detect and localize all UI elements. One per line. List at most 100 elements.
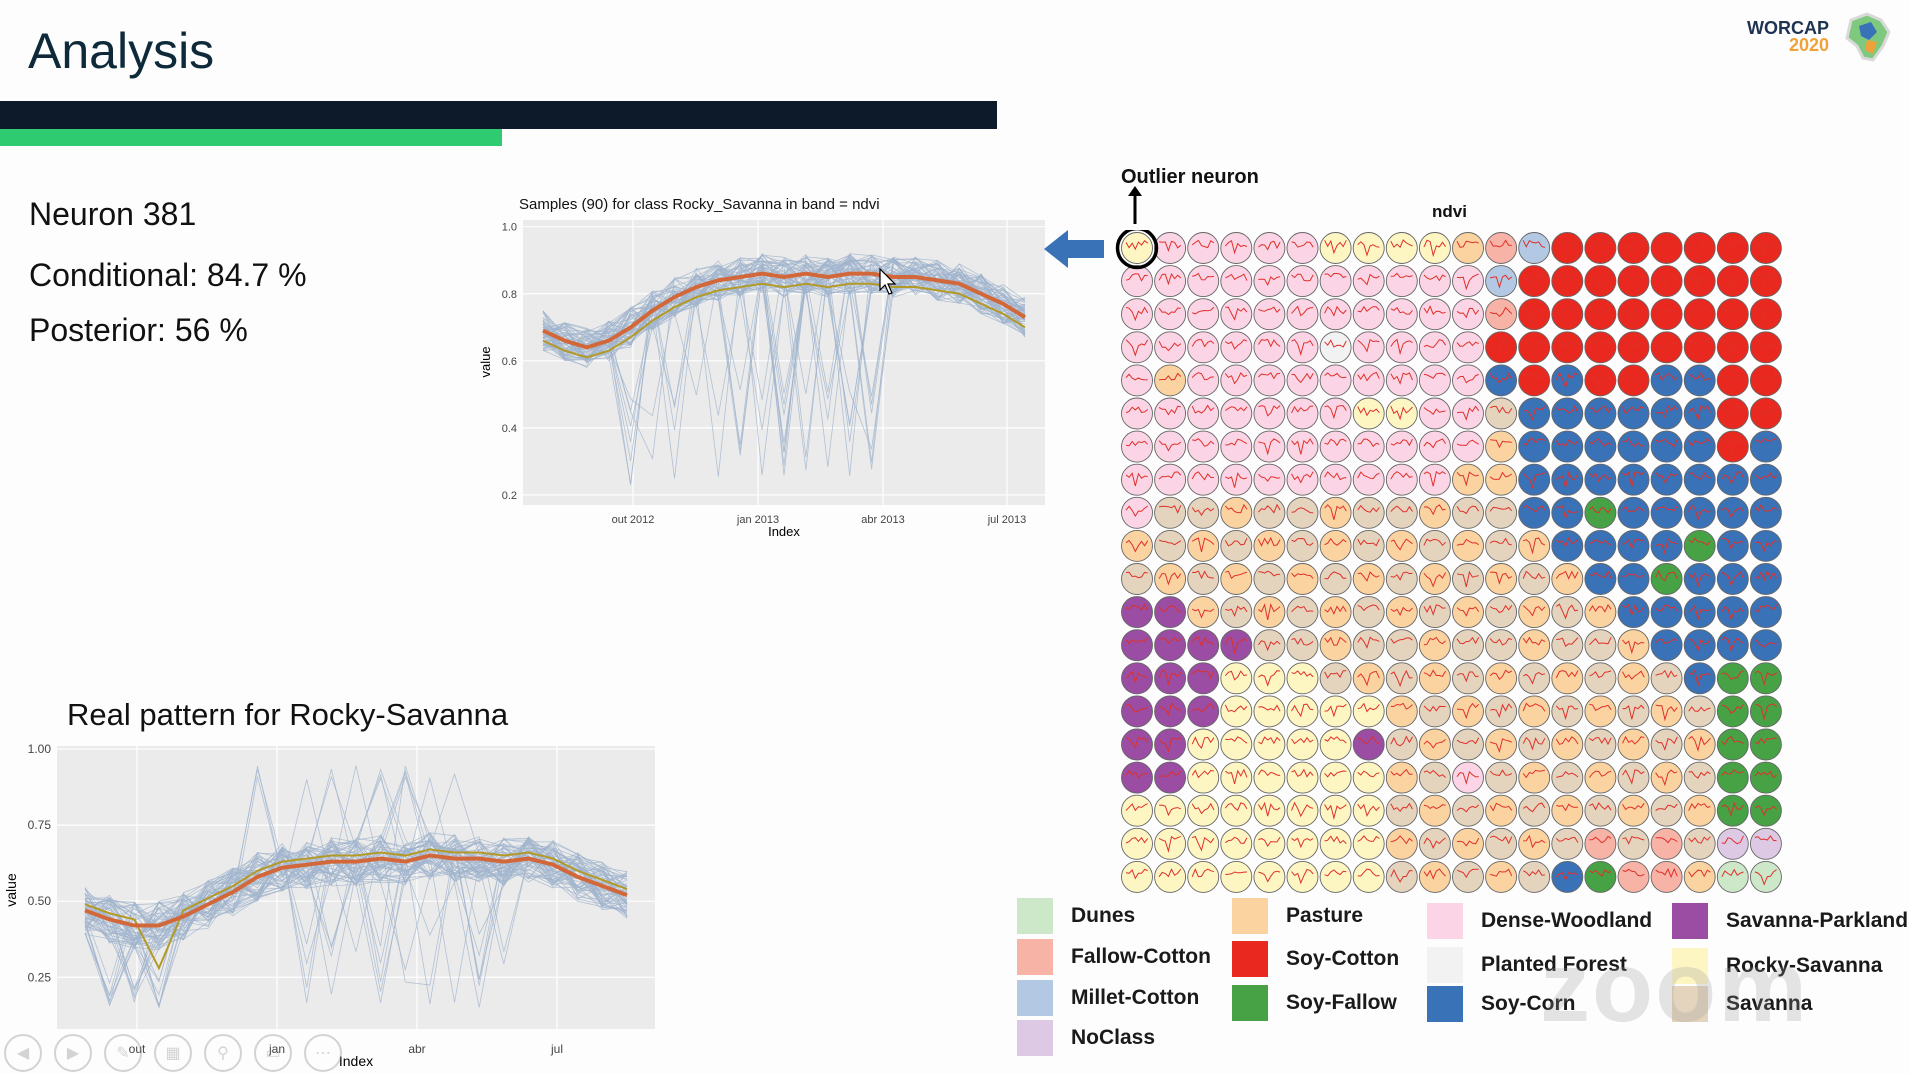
som-neuron-pattern [1257,339,1281,348]
som-neuron-pattern [1192,438,1215,447]
som-neuron [1385,232,1418,264]
som-neuron-pattern [1456,439,1479,446]
legend-item: Fallow-Cotton [1017,939,1211,975]
som-neuron [1584,397,1617,430]
som-neuron-pattern [1423,636,1446,646]
som-neuron [1154,331,1187,364]
sample-line [84,772,628,950]
som-neuron [1253,298,1286,331]
som-neuron [1716,563,1749,595]
som-neuron-pattern [1324,537,1347,546]
som-neuron-pattern [1390,637,1413,644]
som-neuron-pattern [1390,802,1413,812]
som-neuron-pattern [1589,736,1612,746]
som-neuron [1617,397,1650,430]
som-neuron-pattern [1622,735,1645,745]
sample-line [542,259,1026,477]
som-neuron-pattern [1324,571,1347,580]
som-neuron [1518,496,1551,529]
som-neuron [1584,662,1617,695]
som-neuron [1749,761,1782,794]
zoom-icon[interactable]: ⚲ [204,1034,242,1072]
som-neuron [1551,298,1584,331]
som-neuron [1286,232,1319,264]
som-neuron-pattern [1456,804,1480,813]
som-neuron-pattern [1522,372,1546,380]
x-tick-label: abr [408,1042,425,1056]
som-neuron [1220,430,1253,463]
som-neuron-pattern [1125,803,1148,812]
som-neuron [1187,563,1220,595]
som-neuron-pattern [1258,405,1281,417]
som-neuron [1617,563,1650,595]
som-neuron-pattern [1555,439,1579,447]
som-neuron-pattern [1622,373,1645,384]
som-neuron-pattern [1754,569,1778,582]
sample-line [542,255,1026,357]
som-neuron-pattern [1456,671,1479,683]
som-neuron-pattern [1225,306,1248,321]
legend-item: Millet-Cotton [1017,980,1199,1016]
som-neuron [1187,728,1220,761]
next-icon[interactable]: ▶ [54,1034,92,1072]
legend-label: NoClass [1071,1026,1156,1049]
som-neuron [1683,430,1716,463]
som-neuron-pattern [1224,704,1248,713]
som-neuron [1518,695,1551,728]
som-neuron-pattern [1225,472,1248,488]
slides-grid-icon[interactable]: ▦ [154,1034,192,1072]
som-neuron-pattern [1225,406,1248,412]
som-neuron-pattern [1357,636,1380,649]
som-neuron-pattern [1423,705,1446,712]
som-neuron-pattern [1357,406,1380,417]
som-neuron-pattern [1655,837,1678,844]
more-options-icon[interactable]: ⋯ [304,1034,342,1072]
som-neuron-pattern [1556,505,1579,520]
som-neuron-pattern [1390,438,1413,447]
previous-icon[interactable]: ◀ [4,1034,42,1072]
som-neuron [1584,232,1617,264]
som-neuron [1385,364,1418,397]
legend-swatch [1427,903,1463,939]
som-neuron [1485,496,1518,529]
header-bar-dark [0,101,997,129]
som-neuron-pattern [1688,504,1711,521]
som-neuron-pattern [1291,637,1314,646]
som-neuron-pattern [1754,372,1777,381]
pen-icon[interactable]: ✎ [104,1034,142,1072]
sample-line [84,765,628,1007]
som-neuron-pattern [1158,835,1181,853]
som-neuron-pattern [1258,306,1281,314]
som-neuron [1187,364,1220,397]
sample-line [542,254,1026,355]
som-neuron [1683,695,1716,728]
som-neuron [1617,265,1650,298]
som-neuron-pattern [1423,274,1446,282]
som-neuron-pattern [1489,372,1513,384]
som-neuron [1121,364,1153,397]
som-neuron [1253,331,1286,364]
som-neuron [1650,430,1683,463]
som-neuron [1418,629,1451,662]
som-neuron-pattern [1423,769,1446,778]
som-neuron-pattern [1357,438,1380,448]
screen-icon[interactable]: ▭ [254,1034,292,1072]
som-neuron-pattern [1622,339,1645,349]
som-neuron [1286,563,1319,595]
x-tick-label: jul [550,1042,563,1056]
som-neuron-pattern [1390,735,1413,747]
y-tick-label: 0.50 [28,894,52,908]
som-neuron-pattern [1688,604,1711,622]
som-neuron-pattern [1390,338,1413,356]
som-neuron [1650,496,1683,529]
som-neuron-pattern [1754,835,1777,842]
som-neuron-pattern [1390,571,1413,581]
som-neuron-pattern [1423,604,1446,616]
som-neuron-pattern [1423,239,1447,258]
som-neuron-pattern [1688,372,1711,382]
som-neuron-pattern [1291,670,1314,678]
som-neuron-pattern [1754,272,1778,286]
som-neuron [1385,430,1418,463]
header-bar-green [0,129,502,146]
som-neuron-pattern [1555,570,1579,580]
